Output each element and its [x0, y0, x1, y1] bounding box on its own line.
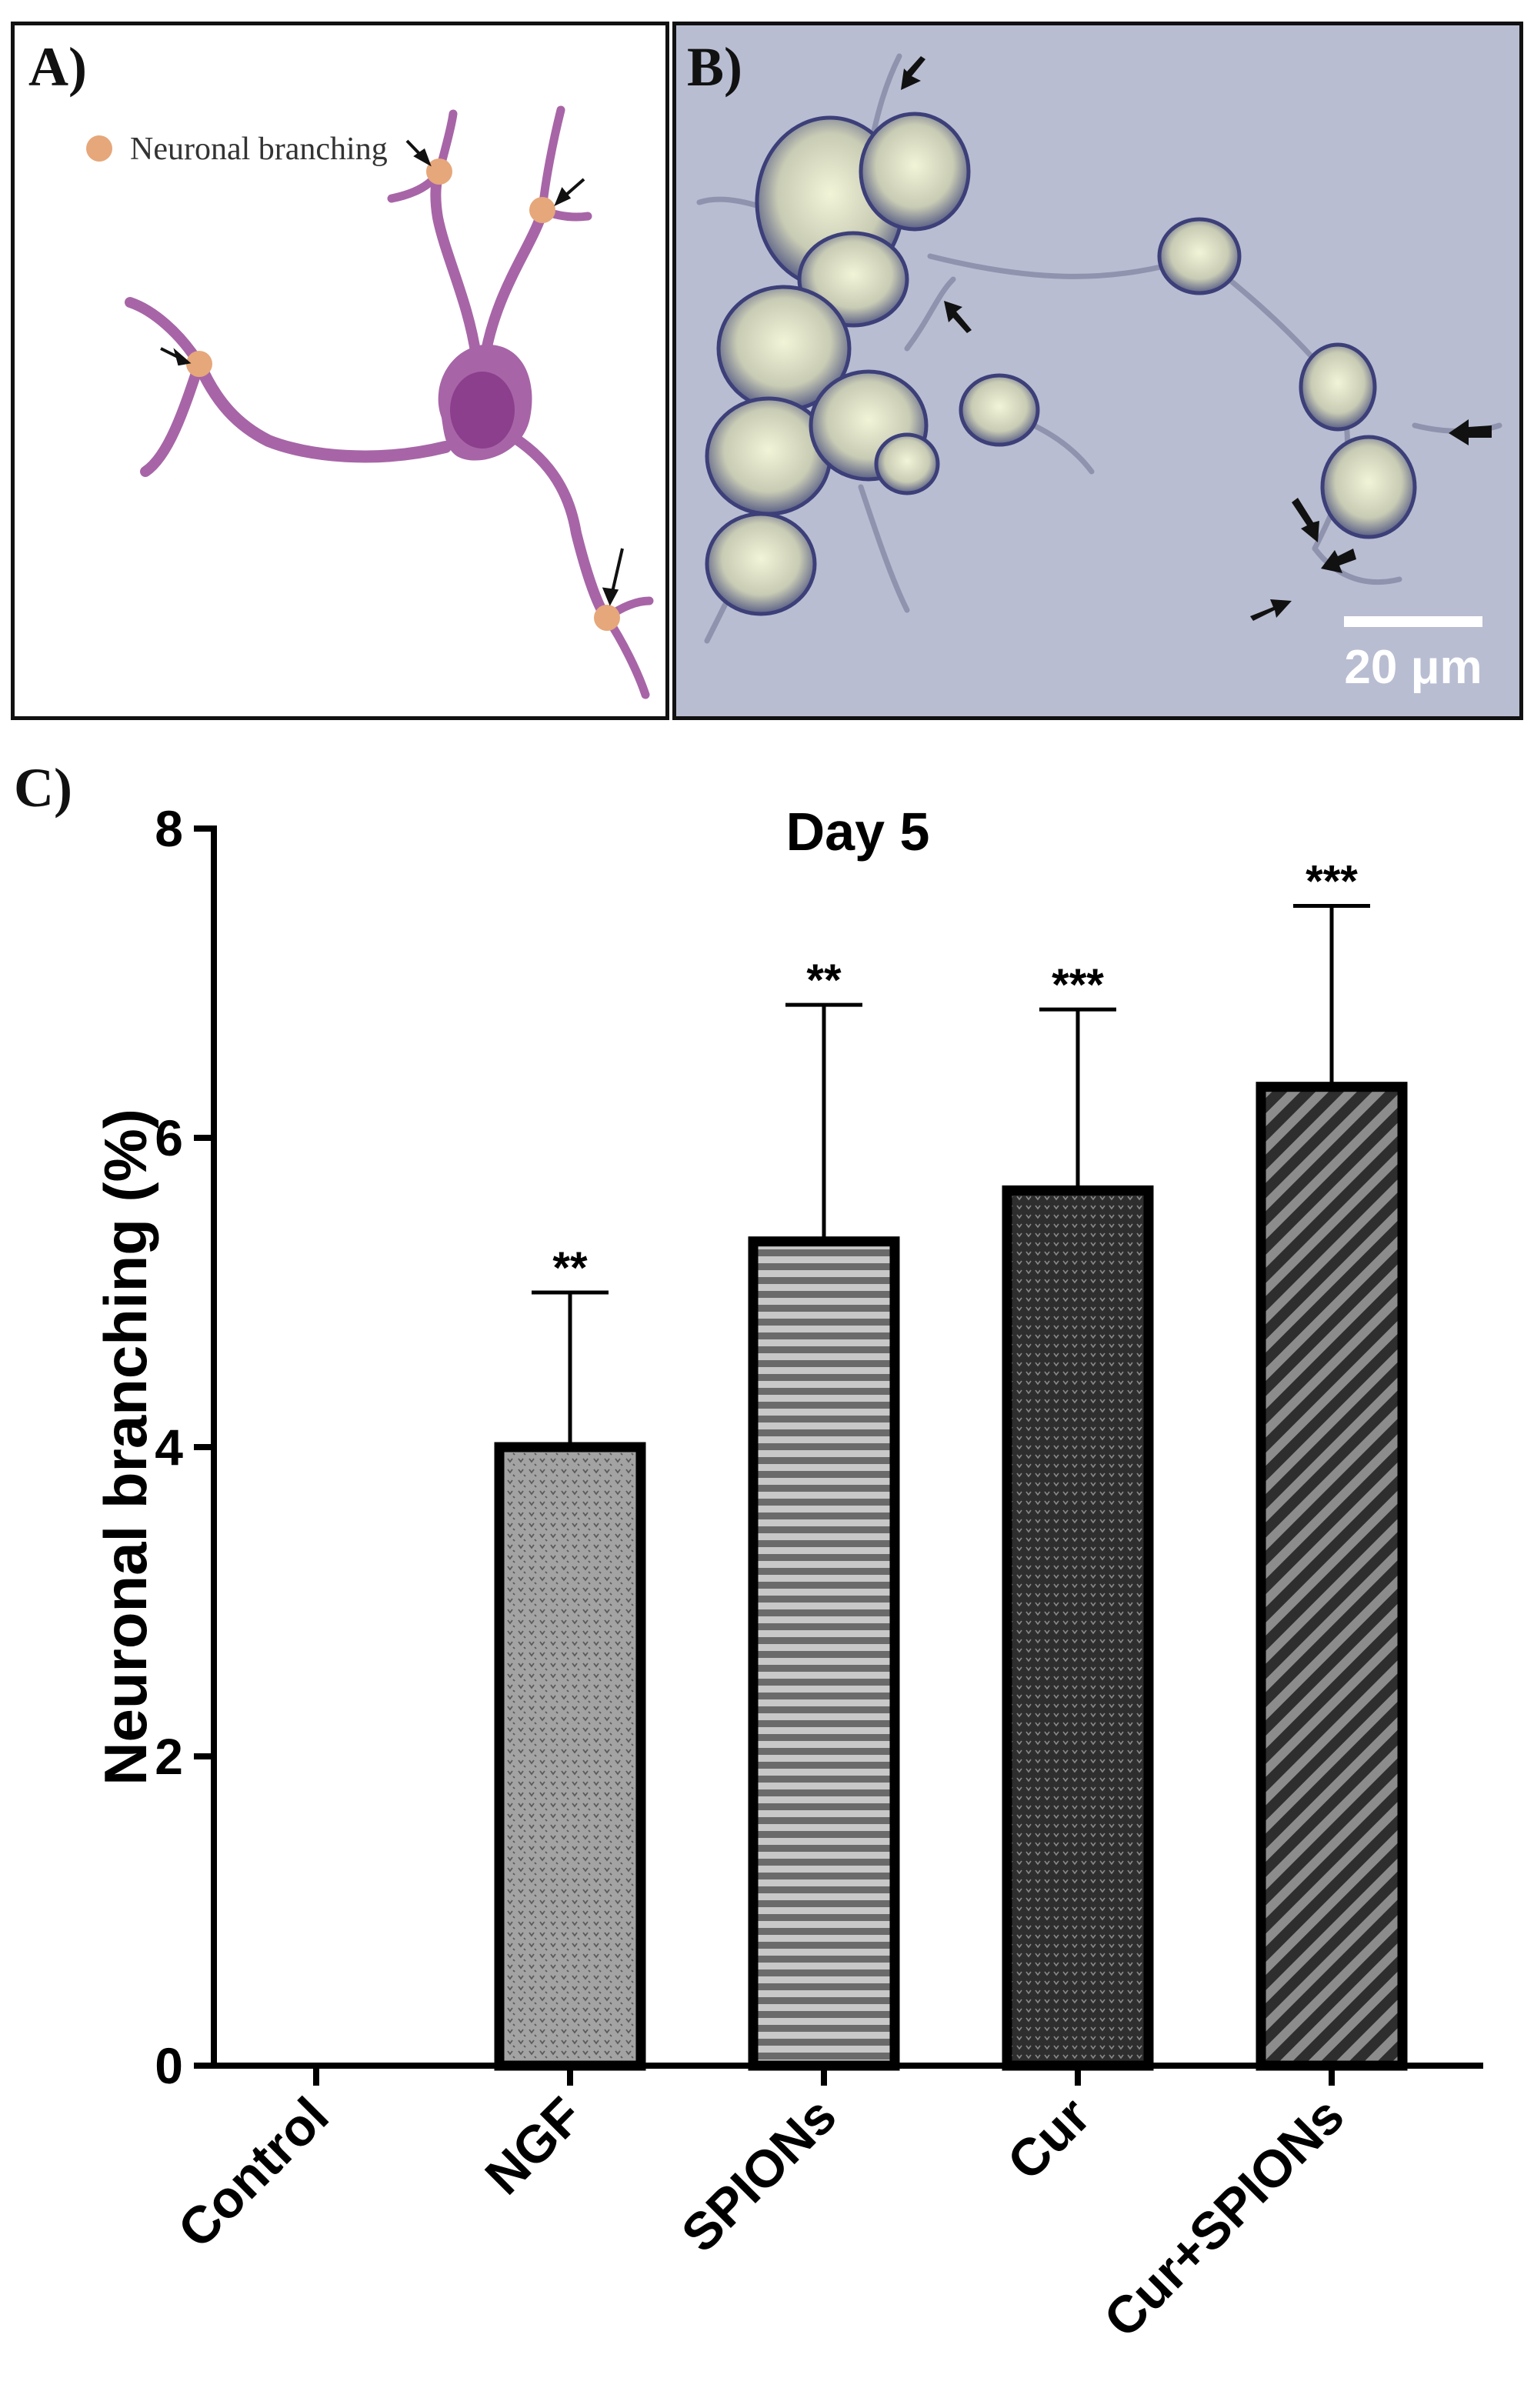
panel-label-b: B) [687, 36, 742, 98]
y-tick-label: 6 [155, 1109, 183, 1166]
panel-label-a: A) [28, 36, 87, 98]
x-category-label: Cur [996, 2086, 1102, 2192]
branch-arrows [160, 139, 624, 606]
arrow-icon [1321, 549, 1356, 573]
x-category-label: SPIONs [670, 2086, 847, 2263]
legend-marker [86, 135, 112, 162]
micrograph-arrows [901, 56, 1492, 621]
neuron-dendrite-top-b [479, 205, 548, 369]
neuron-schematic-figure: Neuronal branching [86, 105, 654, 699]
y-axis-title: Neuronal branching (%) [92, 1109, 159, 1786]
neuron-dendrite-left-lower [140, 359, 205, 477]
legend: Neuronal branching [86, 132, 388, 167]
scale-bar-label: 20 μm [1344, 641, 1482, 694]
branch-point-marker [426, 158, 452, 185]
cell-bodies [705, 112, 1417, 616]
arrow-icon [1250, 599, 1292, 621]
scale-bar [1344, 616, 1482, 627]
arrow-icon [944, 301, 972, 333]
bar-ngf [494, 1442, 646, 2071]
neuron-dendrite-top-b-up [538, 105, 565, 215]
legend-label: Neuronal branching [130, 132, 388, 167]
significance-label: ** [806, 956, 842, 1006]
branch-point-marker [186, 351, 212, 377]
y-tick-label: 4 [155, 1419, 183, 1476]
neuron-dendrite-left [193, 358, 452, 463]
branch-point-marker [529, 197, 555, 223]
panel-label-c: C) [14, 757, 72, 819]
neuron-axon [502, 428, 612, 623]
x-category-label: NGF [474, 2086, 593, 2206]
y-tick-label: 0 [155, 2037, 183, 2094]
panel-c-chart: C) Day 5 Neuronal branching (%) 0 2 4 6 8 **… [0, 723, 1534, 2408]
neuron-illustration [125, 105, 654, 699]
branch-point-markers [186, 158, 620, 631]
panel-b-micrograph: 20 μm B) [672, 22, 1523, 720]
x-category-label: Cur+SPIONs [1093, 2086, 1356, 2349]
arrow-icon [1449, 419, 1492, 445]
bars: **** ****** [494, 857, 1408, 2071]
panel-a-schematic: Neuronal branching A) [11, 22, 669, 720]
arrow-icon [901, 56, 925, 90]
chart-title: Day 5 [786, 802, 930, 862]
bar-cur+spions [1256, 1082, 1408, 2071]
neuron-dendrite-top-a [430, 166, 482, 362]
neuron-dendrite-left-upper [125, 297, 205, 369]
significance-label: *** [1052, 960, 1104, 1010]
significance-label: ** [552, 1243, 588, 1293]
bar-cur [1002, 1185, 1154, 2071]
y-tick-label: 2 [155, 1728, 183, 1785]
y-tick-label: 8 [155, 800, 183, 857]
branch-point-marker [594, 605, 620, 631]
neuron-nucleus [450, 372, 515, 449]
bar-spions [748, 1236, 900, 2071]
significance-label: *** [1306, 857, 1358, 907]
arrow-icon [1292, 498, 1319, 542]
x-category-label: Control [167, 2086, 340, 2260]
micrograph-image: 20 μm [676, 25, 1519, 716]
